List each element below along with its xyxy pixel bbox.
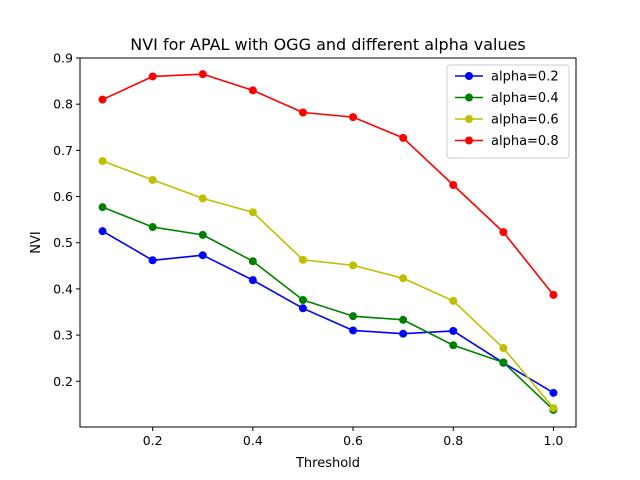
data-point xyxy=(399,329,408,338)
chart-title: NVI for APAL with OGG and different alph… xyxy=(130,35,526,54)
data-point xyxy=(549,388,558,397)
y-tick-label: 0.4 xyxy=(53,281,73,296)
y-tick-label: 0.8 xyxy=(53,97,73,112)
data-point xyxy=(198,251,207,260)
y-tick-label: 0.2 xyxy=(53,374,73,389)
series-line xyxy=(102,73,555,296)
data-point xyxy=(449,326,458,335)
data-point xyxy=(499,358,508,367)
data-point xyxy=(298,304,307,313)
series-line xyxy=(102,230,554,394)
data-point xyxy=(98,203,107,212)
data-point xyxy=(499,344,508,353)
y-tick-label: 0.3 xyxy=(53,328,73,343)
data-point xyxy=(349,261,358,270)
data-point xyxy=(198,70,207,79)
legend: alpha=0.2 alpha=0.4 alpha=0.6 alpha=0.8 xyxy=(446,64,570,159)
y-tick-label: 0.7 xyxy=(53,143,73,158)
y-axis-label: NVI xyxy=(29,231,44,253)
data-point xyxy=(449,296,458,305)
x-axis-label: Threshold xyxy=(295,456,360,471)
legend-label: alpha=0.4 xyxy=(491,91,559,106)
legend-marker xyxy=(465,115,473,123)
data-point xyxy=(549,290,558,299)
data-point xyxy=(549,404,558,413)
data-point xyxy=(198,230,207,239)
data-point xyxy=(98,95,107,104)
data-point xyxy=(399,133,408,142)
data-point xyxy=(449,181,458,190)
x-tick-label: 0.4 xyxy=(243,433,263,448)
data-point xyxy=(148,256,157,265)
series-line xyxy=(102,160,555,409)
data-point xyxy=(148,223,157,232)
legend-label: alpha=0.6 xyxy=(491,113,559,128)
y-tick-label: 0.5 xyxy=(53,235,73,250)
data-point xyxy=(248,208,257,217)
data-point xyxy=(248,86,257,95)
data-point xyxy=(399,315,408,324)
legend-box xyxy=(446,64,570,159)
legend-label: alpha=0.8 xyxy=(491,134,559,149)
x-tick-label: 1.0 xyxy=(544,433,564,448)
data-point xyxy=(399,274,408,283)
data-point xyxy=(98,156,107,165)
y-tick-label: 0.6 xyxy=(53,189,73,204)
data-point xyxy=(349,113,358,122)
series-alpha=0.2 xyxy=(98,227,558,397)
data-point xyxy=(349,326,358,335)
x-tick-label: 0.6 xyxy=(343,433,363,448)
x-tick-label: 0.8 xyxy=(443,433,463,448)
data-point xyxy=(198,194,207,203)
data-point xyxy=(499,228,508,237)
series-layer xyxy=(98,70,558,414)
series-line xyxy=(102,206,555,411)
data-point xyxy=(248,257,257,266)
x-tick-label: 0.2 xyxy=(143,433,163,448)
legend-label: alpha=0.2 xyxy=(491,70,559,85)
data-point xyxy=(298,108,307,117)
legend-marker xyxy=(465,93,473,102)
data-point xyxy=(248,276,257,285)
data-point xyxy=(148,72,157,81)
data-point xyxy=(98,227,107,236)
y-tick-label: 0.9 xyxy=(53,51,73,66)
data-point xyxy=(298,295,307,304)
axis-ticks: 0.2 0.4 0.6 0.8 1.0 0.2 0.3 0.4 0.5 0.6 0.7 0.8 0.9 xyxy=(53,51,563,449)
series-alpha=0.4 xyxy=(98,203,558,414)
series-alpha=0.6 xyxy=(98,156,558,413)
legend-marker xyxy=(465,72,473,80)
data-point xyxy=(298,255,307,264)
series-alpha=0.8 xyxy=(98,70,558,299)
plot-frame xyxy=(79,57,577,428)
data-point xyxy=(349,312,358,321)
data-point xyxy=(449,341,458,350)
legend-marker xyxy=(465,136,473,145)
data-point xyxy=(148,175,157,184)
